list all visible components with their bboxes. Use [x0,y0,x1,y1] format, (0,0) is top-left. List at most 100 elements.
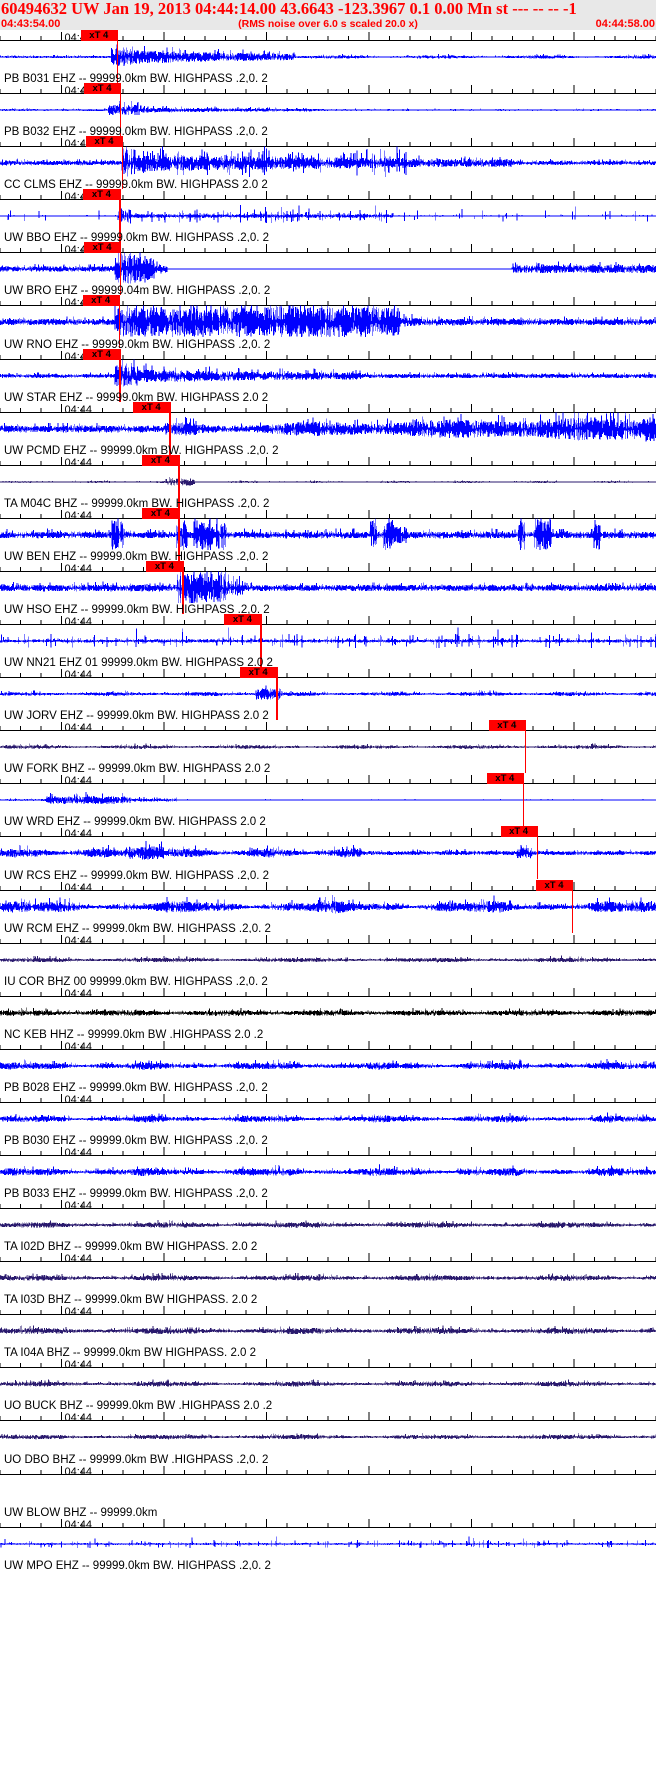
trace-row[interactable]: 04:44 UW MPO EHZ -- 99999.0km BW. HIGHPAS… [0,1517,656,1570]
trace-row[interactable]: 04:44 xT 4 UW BRO EHZ -- 99999.04m BW. HIG… [0,242,656,295]
trace-row[interactable]: 04:44 xT 4 PB B032 EHZ -- 99999.0km BW. HI… [0,83,656,136]
waveform [0,1420,656,1454]
phase-pick-line [178,507,180,561]
trace-row[interactable]: 04:44 xT 4 UW JORV EHZ -- 99999.0km BW. HI… [0,667,656,720]
trace-row[interactable]: 04:44 xT 4 UW WRD EHZ -- 99999.0km BW. HIG… [0,773,656,826]
phase-pick-label[interactable]: xT 4 [146,560,183,572]
phase-pick-label[interactable]: xT 4 [240,667,277,679]
station-channel-label: TA M04C BHZ -- 99999.0km BW. HIGHPASS .2… [4,497,270,508]
phase-pick-label[interactable]: xT 4 [142,454,179,466]
axis-time-label: 04:44 [64,32,93,44]
phase-pick-label[interactable]: xT 4 [486,773,523,785]
trace-row[interactable]: 04:44 NC KEB HHZ -- 99999.0km BW .HIGHPAS… [0,986,656,1039]
trace-row[interactable]: 04:44 xT 4 UW HSO EHZ -- 99999.0km BW. HIG… [0,560,656,615]
window-start-time: 04:43:54.00 [1,18,61,30]
trace-row[interactable]: 04:44 xT 4 CC CLMS EHZ -- 99999.0km BW. HI… [0,136,656,189]
axis-time-label: 04:44 [64,297,93,310]
waveform [0,890,656,924]
station-channel-label: UW MPO EHZ -- 99999.0km BW. HIGHPASS .2,… [4,1559,271,1570]
station-channel-label: UO DBO BHZ -- 99999.0km BW .HIGHPASS .2,… [4,1453,269,1464]
phase-pick-line [182,560,184,614]
axis-time-label: 04:44 [64,775,93,788]
phase-pick-line [122,136,124,190]
phase-pick-line [524,720,527,774]
time-axis [0,933,656,944]
header-bar: 60494632 UW Jan 19, 2013 04:44:14.00 43.… [0,0,656,30]
axis-time-label: 04:44 [64,456,93,469]
time-axis [0,561,656,572]
phase-pick-label[interactable]: xT 4 [86,136,122,148]
trace-row[interactable]: 04:44 TA I02D BHZ -- 99999.0km BW HIGHPAS… [0,1198,656,1251]
station-channel-label: UW JORV EHZ -- 99999.0km BW. HIGHPASS 2.… [4,710,269,721]
trace-row[interactable]: 04:44 xT 4 UW RNO EHZ -- 99999.0km BW. HIG… [0,295,656,349]
axis-time-label: 04:44 [64,1359,93,1372]
waveform [0,1208,656,1242]
waveform [0,146,656,180]
station-channel-label: TA I03D BHZ -- 99999.0km BW HIGHPASS. 2.… [4,1294,258,1305]
trace-row[interactable]: 04:44 xT 4 UW RCS EHZ -- 99999.0km BW. HIG… [0,826,656,880]
time-axis [0,667,656,679]
phase-pick-label[interactable]: xT 4 [488,720,525,732]
time-axis [0,189,656,201]
trace-row[interactable]: 04:44 xT 4 UW STAR EHZ -- 99999.0km BW. HI… [0,348,656,402]
station-channel-label: UW STAR EHZ -- 99999.0km BW. HIGHPASS 2.… [4,391,269,402]
station-channel-label: TA I04A BHZ -- 99999.0km BW HIGHPASS. 2.… [4,1347,257,1358]
station-channel-label: UW HSO EHZ -- 99999.0km BW. HIGHPASS .2,… [4,604,270,615]
trace-row[interactable]: 04:44 PB B030 EHZ -- 99999.0km BW. HIGHPA… [0,1092,656,1145]
station-channel-label: UW WRD EHZ -- 99999.0km BW. HIGHPASS 2.0… [4,816,266,827]
event-title: 60494632 UW Jan 19, 2013 04:44:14.00 43.… [1,0,577,18]
waveform [0,943,656,977]
phase-pick-label[interactable]: xT 4 [80,30,117,41]
trace-row[interactable]: 04:44 xT 4 UW FORK BHZ -- 99999.0km BW. HI… [0,720,656,773]
waveform [0,1261,656,1295]
waveform [0,93,656,127]
trace-row[interactable]: 04:44 UW BLOW BHZ -- 99999.0km [0,1464,656,1517]
station-channel-label: UW NN21 EHZ 01 99999.0km BW. HIGHPASS 2.… [4,657,273,668]
time-axis [0,1039,656,1050]
axis-time-label: 04:44 [64,1146,93,1159]
phase-pick-label[interactable]: xT 4 [83,348,120,360]
phase-pick-label[interactable]: xT 4 [500,826,537,838]
axis-time-label: 04:44 [64,562,93,575]
trace-row[interactable]: 04:44 UO BUCK BHZ -- 99999.0km BW .HIGHPA… [0,1357,656,1410]
time-axis [0,1357,656,1369]
phase-pick-label[interactable]: xT 4 [536,879,572,891]
trace-row[interactable]: 04:44 xT 4 UW PCMD EHZ -- 99999.0km BW. HI… [0,401,656,455]
trace-row[interactable]: 04:44 IU COR BHZ 00 99999.0km BW. HIGHPAS… [0,933,656,986]
phase-pick-line [119,348,121,402]
phase-pick-label[interactable]: xT 4 [224,614,261,626]
trace-row[interactable]: 04:44 PB B028 EHZ -- 99999.0km BW. HIGHPA… [0,1039,656,1092]
trace-row[interactable]: 04:44 xT 4 TA M04C BHZ -- 99999.0km BW. HI… [0,454,656,508]
phase-pick-line [116,30,119,83]
trace-row[interactable]: 04:44 xT 4 PB B031 EHZ -- 99999.0km BW. HI… [0,30,656,83]
phase-pick-label[interactable]: xT 4 [83,189,120,201]
axis-time-label: 04:44 [64,934,93,947]
phase-pick-line [178,454,180,508]
waveform [0,730,656,764]
axis-time-label: 04:44 [64,1412,93,1425]
phase-pick-label[interactable]: xT 4 [84,242,120,254]
station-channel-label: UW BLOW BHZ -- 99999.0km [4,1506,158,1517]
axis-time-label: 04:44 [64,191,93,204]
time-axis [0,1517,656,1528]
trace-row[interactable]: 04:44 PB B033 EHZ -- 99999.0km BW. HIGHPA… [0,1145,656,1198]
trace-row[interactable]: 04:44 xT 4 UW NN21 EHZ 01 99999.0km BW. HI… [0,614,656,667]
trace-row[interactable]: 04:44 xT 4 UW BBO EHZ -- 99999.0km BW. HIG… [0,189,656,242]
phase-pick-line [260,614,262,668]
trace-row[interactable]: 04:44 xT 4 UW RCM EHZ -- 99999.0km BW. HIG… [0,879,656,933]
trace-row[interactable]: 04:44 TA I03D BHZ -- 99999.0km BW HIGHPAS… [0,1251,656,1304]
waveform [0,1102,656,1136]
waveform [0,199,656,233]
time-axis [0,242,656,254]
trace-row[interactable]: 04:44 UO DBO BHZ -- 99999.0km BW .HIGHPAS… [0,1410,656,1464]
axis-time-label: 04:44 [64,509,93,522]
trace-row[interactable]: 04:44 TA I04A BHZ -- 99999.0km BW HIGHPAS… [0,1304,656,1357]
trace-row[interactable]: 04:44 xT 4 UW BEN EHZ -- 99999.0km BW. HIG… [0,507,656,561]
waveform [0,465,656,499]
phase-pick-label[interactable]: xT 4 [84,83,120,95]
waveform [0,359,656,393]
phase-pick-label[interactable]: xT 4 [142,507,179,519]
phase-pick-label[interactable]: xT 4 [82,295,119,307]
phase-pick-label[interactable]: xT 4 [133,401,170,413]
